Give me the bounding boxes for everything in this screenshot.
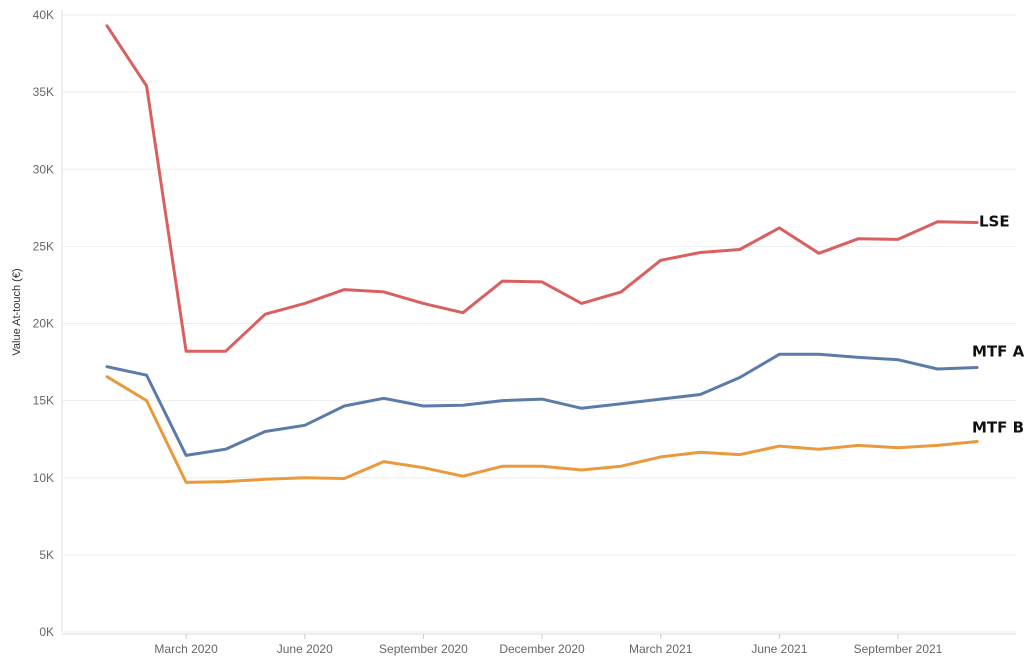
x-tick-label: December 2020 <box>499 642 585 656</box>
series-line-mtf-a <box>105 352 979 457</box>
y-tick-label: 5K <box>39 548 54 562</box>
y-tick-label: 30K <box>33 162 54 176</box>
series-line-mtf-b <box>105 375 979 484</box>
y-tick-label: 40K <box>33 8 54 22</box>
series-labels: LSE MTF A MTF B <box>972 212 1024 436</box>
gridlines <box>62 14 1016 633</box>
y-tick-label: 25K <box>33 239 54 253</box>
y-tick-label: 10K <box>33 471 54 485</box>
y-axis-title: Value At-touch (€) <box>11 268 23 355</box>
x-tick-label: June 2021 <box>751 642 807 656</box>
series-lines <box>105 24 979 484</box>
y-tick-label: 15K <box>33 394 54 408</box>
series-label-mtf-b: MTF B <box>972 419 1024 437</box>
x-tick-label: March 2020 <box>154 642 218 656</box>
series-label-lse: LSE <box>979 212 1010 230</box>
x-tick-label: September 2021 <box>854 642 943 656</box>
x-tick-label: September 2020 <box>379 642 468 656</box>
x-tick-label: March 2021 <box>629 642 693 656</box>
axes: 0K 5K 10K 15K 20K 25K 30K 35K 40K March 2020 June … <box>33 8 1016 656</box>
y-tick-label: 20K <box>33 317 54 331</box>
y-tick-label: 35K <box>33 85 54 99</box>
x-tick-label: June 2020 <box>277 642 333 656</box>
series-label-mtf-a: MTF A <box>972 342 1024 360</box>
y-tick-label: 0K <box>39 625 54 639</box>
series-line-lse <box>105 24 979 353</box>
